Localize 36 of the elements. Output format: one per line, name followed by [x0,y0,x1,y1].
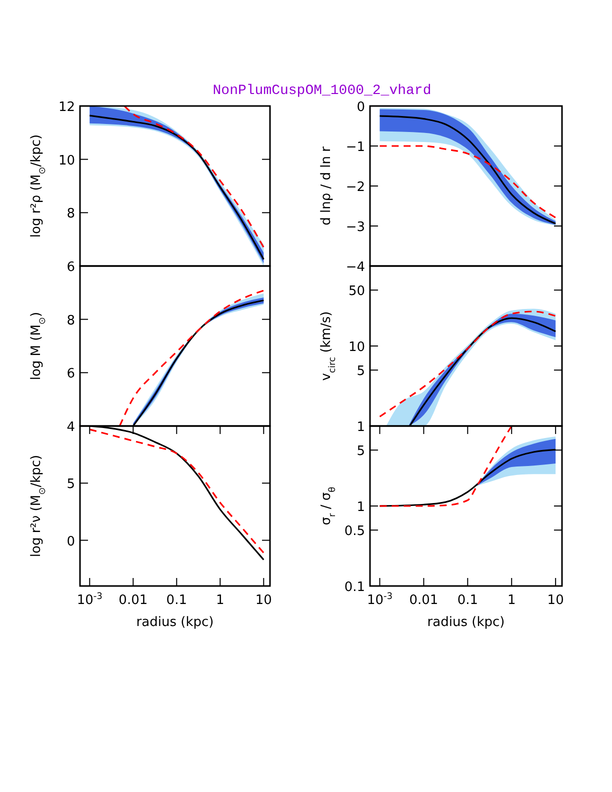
y-tick-label: 4 [66,420,75,435]
y-tick-label: 5 [356,364,365,380]
x-tick-label: 10 [547,593,564,608]
y-tick-label: 10 [58,153,75,168]
y-tick-label: −3 [346,220,365,235]
y-tick-label: 6 [66,260,75,275]
text: NonPlumCuspOM_1000_2_vhard [212,83,432,99]
y-tick-label: 8 [66,206,75,222]
x-tick-label: 0.1 [166,593,187,608]
y-tick-label: 12 [58,100,75,115]
y-tick-label: −1 [346,140,365,155]
y-tick-label: 1 [356,500,365,515]
x-axis-title: radius (kpc) [136,615,214,630]
x-tick-label: 10 [255,593,272,608]
y-tick-label: 5 [66,477,75,492]
y-tick-label: 6 [66,366,75,382]
y-tick-label: 0 [356,100,365,115]
x-tick-label: 0.01 [409,593,438,608]
y-tick-label: −4 [346,260,365,275]
y-tick-label: 0 [66,534,75,550]
x-tick-label: 0.1 [457,593,478,608]
y-tick-label: 50 [348,284,365,300]
x-tick-label: 0.01 [118,593,148,608]
y-tick-label: 10 [348,340,365,355]
y-tick-label: 8 [66,313,75,328]
y-tick-label: −2 [346,180,365,195]
x-tick-label: 1 [507,593,516,608]
y-tick-label: 0.1 [344,580,365,595]
y-tick-label: 5 [356,444,365,460]
x-tick-label: 10$^{-3}$ [76,592,103,608]
y-tick-label: 1 [356,420,365,435]
y-axis-title: d lnρ / d ln r [319,146,334,226]
x-tick-label: 1 [216,593,224,608]
x-axis-title: radius (kpc) [427,615,505,630]
x-tick-label: 10$^{-3}$ [366,592,393,608]
y-tick-label: 0.5 [344,524,365,540]
